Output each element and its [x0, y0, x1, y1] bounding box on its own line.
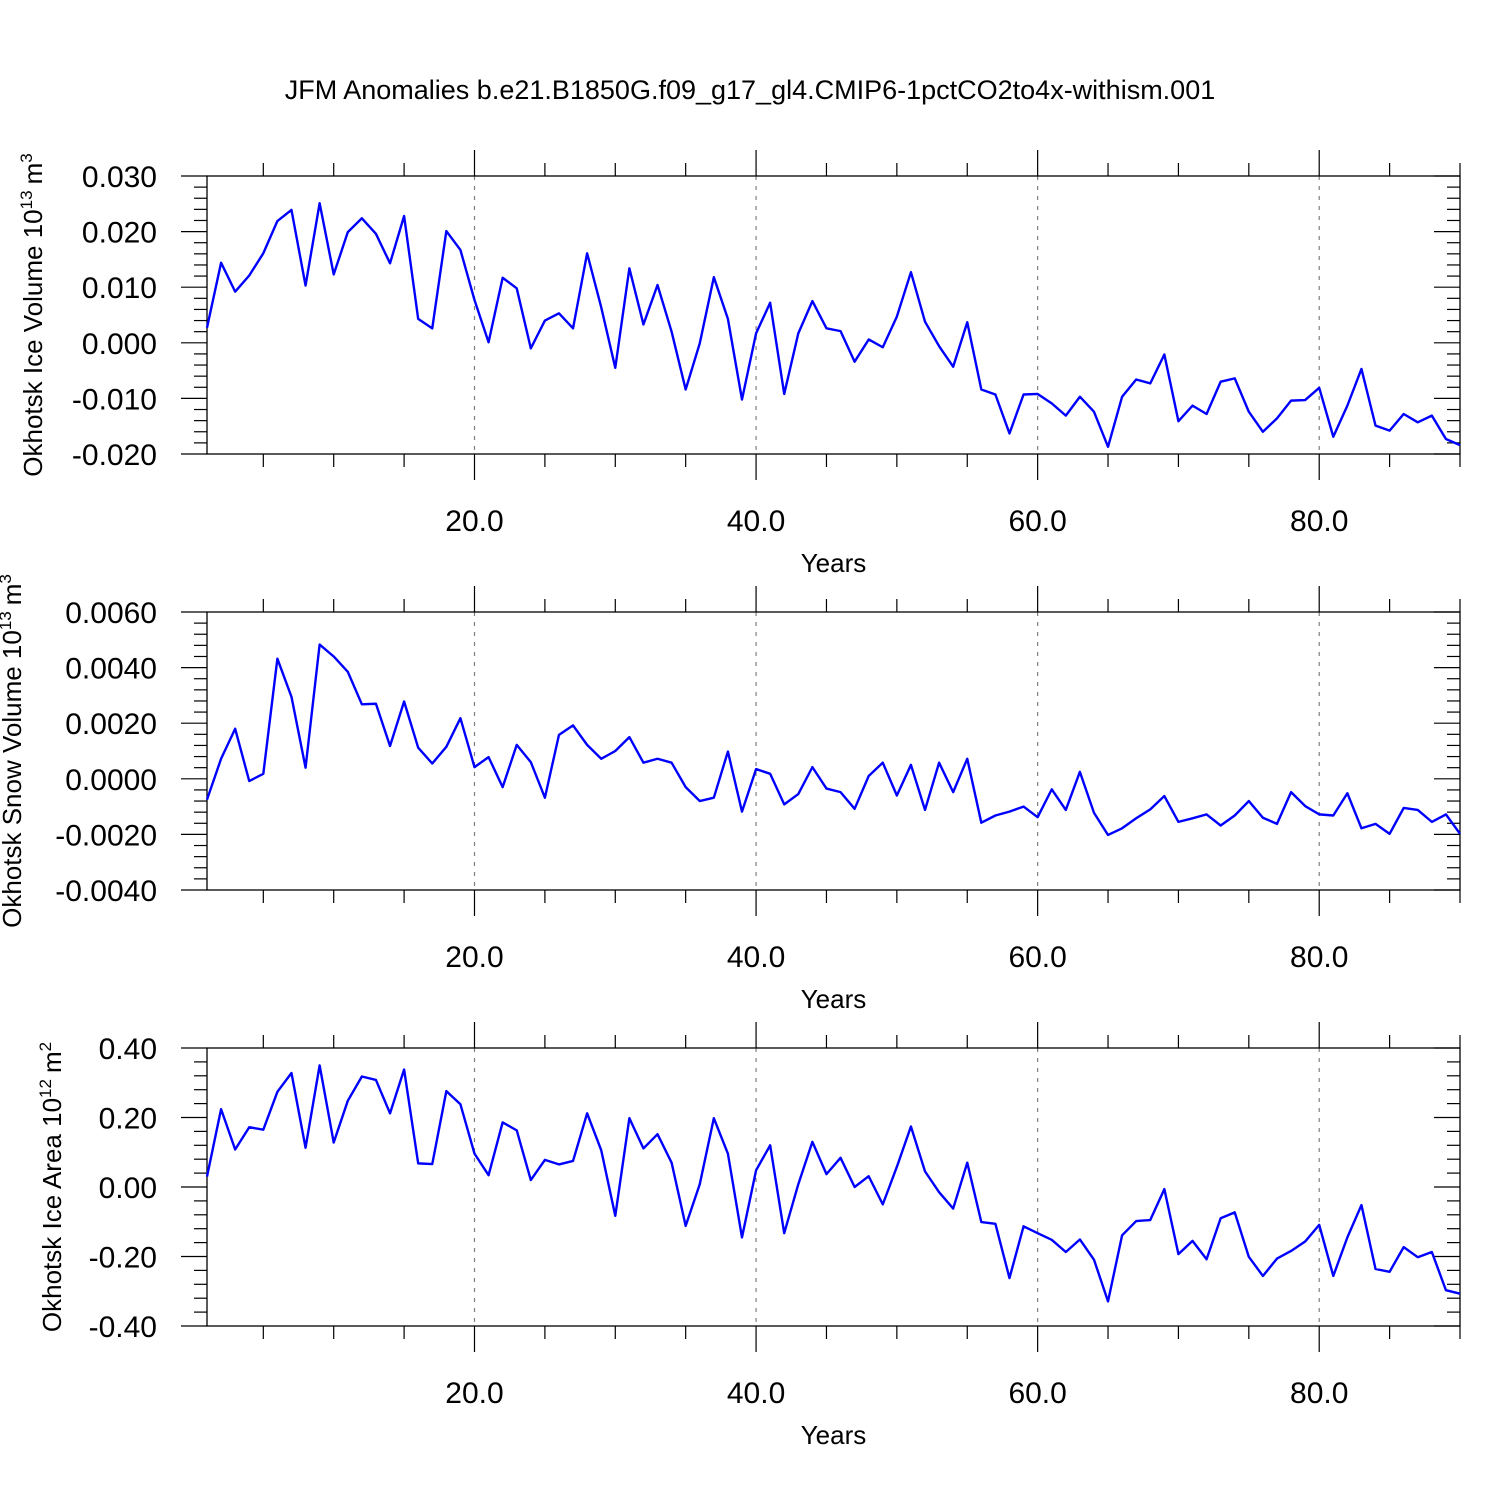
- panel-1: 20.0 40.0 60.0 80.0 Years 0.030 0.020 0.010 0.00…: [17, 150, 1461, 578]
- x-tick-label: 20.0: [445, 941, 503, 974]
- y-tick-label: 0.000: [82, 328, 157, 361]
- plot-frame: [206, 1047, 1461, 1327]
- x-axis-label: Years: [801, 984, 867, 1014]
- y-tick-label: -0.40: [89, 1311, 157, 1344]
- series-line-1: [205, 202, 1461, 448]
- panel-3: 20.0 40.0 60.0 80.0 Years 0.40 0.20 0.00 -0.20 -0…: [36, 1022, 1461, 1450]
- y-tick-label: -0.0020: [55, 819, 157, 852]
- y-axis-label: Okhotsk Ice Area 1012m2: [36, 1042, 67, 1332]
- series-line-1: [205, 1064, 1461, 1303]
- y-tick-label: -0.020: [72, 439, 157, 472]
- y-tick-label: 0.0020: [65, 708, 157, 741]
- x-tick-label: 40.0: [727, 505, 785, 538]
- y-tick-label: 0.20: [99, 1103, 157, 1136]
- y-tick-label: 0.020: [82, 217, 157, 250]
- x-tick-label: 60.0: [1008, 941, 1066, 974]
- figure-title: JFM Anomalies b.e21.B1850G.f09_g17_gl4.C…: [285, 75, 1216, 105]
- plot-frame: [206, 611, 1461, 891]
- x-tick-label: 20.0: [445, 505, 503, 538]
- y-tick-label: 0.00: [99, 1172, 157, 1205]
- y-tick-label: 0.0060: [65, 597, 157, 630]
- y-axis-label: Okhotsk Snow Volume 1013m3: [0, 574, 27, 928]
- y-axis-label: Okhotsk Ice Volume 1013m3: [17, 153, 48, 476]
- x-tick-label: 40.0: [727, 1377, 785, 1410]
- x-tick-label: 60.0: [1008, 505, 1066, 538]
- panels: 20.0 40.0 60.0 80.0 Years 0.030 0.020 0.010 0.00…: [0, 150, 1461, 1450]
- y-tick-label: 0.40: [99, 1033, 157, 1066]
- x-axis-label: Years: [801, 548, 867, 578]
- panel-2: 20.0 40.0 60.0 80.0 Years 0.0060 0.0040 0.0020 0…: [0, 574, 1461, 1014]
- y-tick-label: -0.010: [72, 383, 157, 416]
- x-tick-label: 80.0: [1290, 1377, 1348, 1410]
- y-tick-label: 0.0000: [65, 764, 157, 797]
- x-tick-label: 60.0: [1008, 1377, 1066, 1410]
- x-tick-label: 40.0: [727, 941, 785, 974]
- plot-frame: [206, 175, 1461, 455]
- y-tick-label: 0.0040: [65, 653, 157, 686]
- y-tick-label: 0.030: [82, 161, 157, 194]
- series-line-1: [205, 643, 1461, 837]
- y-tick-label: -0.0040: [55, 875, 157, 908]
- x-tick-label: 80.0: [1290, 941, 1348, 974]
- x-tick-label: 20.0: [445, 1377, 503, 1410]
- y-tick-label: 0.010: [82, 272, 157, 305]
- x-tick-label: 80.0: [1290, 505, 1348, 538]
- x-axis-label: Years: [801, 1420, 867, 1450]
- y-tick-label: -0.20: [89, 1242, 157, 1275]
